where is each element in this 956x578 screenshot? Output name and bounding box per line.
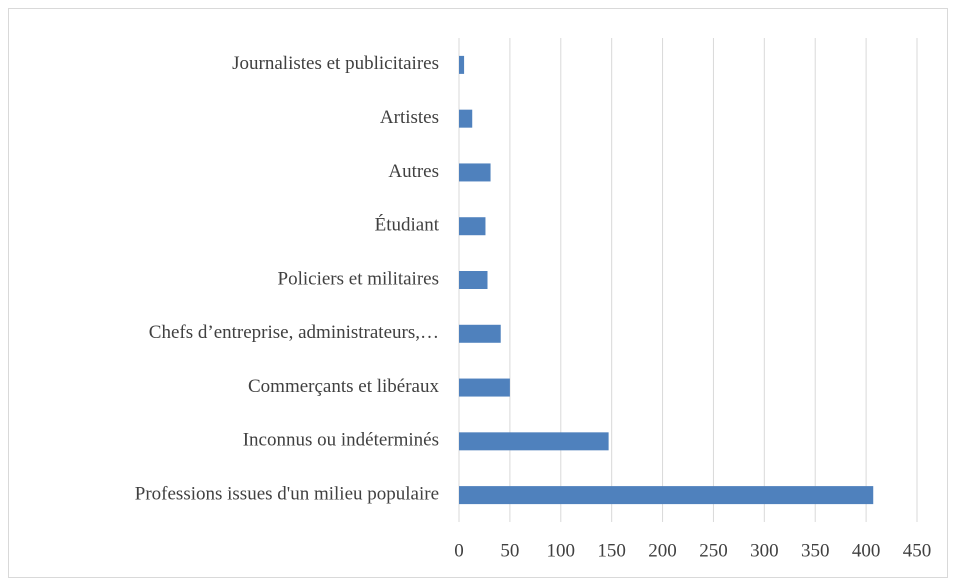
x-tick-label: 450 (903, 540, 932, 561)
x-tick-label: 400 (852, 540, 881, 561)
bar (459, 271, 488, 289)
x-tick-label: 350 (801, 540, 830, 561)
y-tick-label: Étudiant (375, 214, 440, 236)
y-tick-label: Inconnus ou indéterminés (243, 430, 439, 451)
x-tick-label: 200 (648, 540, 677, 561)
x-tick-label: 50 (500, 540, 519, 561)
x-tick-label: 150 (597, 540, 626, 561)
bar (459, 163, 491, 182)
x-tick-label: 300 (750, 540, 779, 561)
y-tick-label: Journalistes et publicitaires (232, 53, 439, 74)
bar (459, 378, 510, 397)
x-tick-label: 0 (454, 540, 464, 561)
y-tick-label: Autres (388, 161, 439, 182)
bar (459, 432, 609, 451)
y-tick-label: Artistes (380, 107, 439, 128)
y-tick-label: Chefs d’entreprise, administrateurs,… (149, 322, 439, 343)
bar (459, 324, 501, 343)
bar (459, 55, 465, 74)
x-tick-label: 100 (547, 540, 576, 561)
bar (459, 217, 486, 236)
x-tick-label: 250 (699, 540, 728, 561)
bar (459, 486, 874, 505)
chart-border (8, 8, 948, 578)
y-tick-label: Professions issues d'un milieu populaire (135, 483, 439, 504)
y-tick-label: Policiers et militaires (278, 268, 439, 289)
bar (459, 109, 473, 128)
y-tick-label: Commerçants et libéraux (248, 376, 439, 397)
